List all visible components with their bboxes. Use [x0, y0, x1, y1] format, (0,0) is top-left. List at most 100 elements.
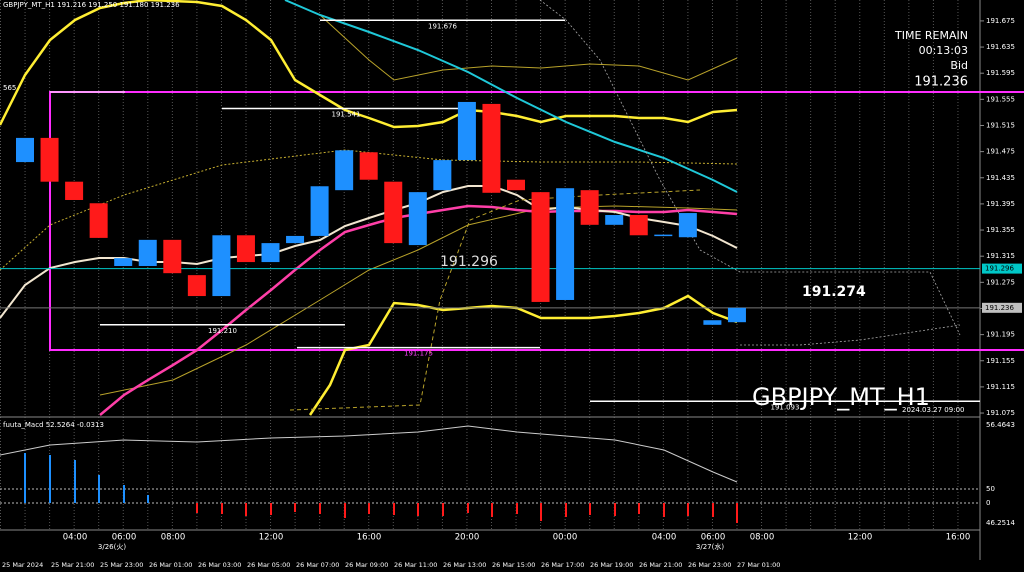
symbol-label: GBPJPY_MT_H1: [752, 383, 930, 411]
candle-body: [384, 181, 403, 244]
macd-tick-label: 50: [986, 485, 995, 493]
info-time: 00:13:03: [919, 44, 968, 57]
y-tick-label: 191.155: [986, 357, 1015, 365]
candle-body: [114, 258, 133, 266]
x-tick-label: 06:00: [112, 533, 137, 543]
x-tick-label: 26 Mar 13:00: [443, 561, 486, 569]
candle-body: [40, 137, 59, 182]
candle-body: [212, 235, 231, 297]
x-tick-label: 12:00: [848, 533, 873, 543]
level-label: 191.541: [332, 110, 361, 118]
candle-body: [605, 215, 624, 225]
price-marker-label: 191.296: [985, 265, 1014, 273]
lower-band: [308, 294, 738, 416]
x-tick-label: 06:00: [701, 533, 726, 543]
macd-title: fuuta_Macd 52.5264 -0.0313: [3, 421, 104, 429]
y-tick-label: 191.355: [986, 226, 1015, 234]
macd-histogram-up: [24, 453, 149, 503]
candle-body: [163, 239, 182, 274]
x-tick-label: 20:00: [455, 533, 480, 543]
candle-body: [531, 192, 550, 302]
dotted-band: [0, 149, 738, 271]
candle-body: [580, 190, 599, 225]
y-tick-label: 191.395: [986, 200, 1015, 208]
date-label: 3/26(火): [98, 543, 126, 551]
x-tick-label: 04:00: [652, 533, 677, 543]
y-tick-label: 191.115: [986, 383, 1015, 391]
candle-body: [433, 160, 452, 191]
x-tick-label: 12:00: [259, 533, 284, 543]
inner-band: [99, 205, 738, 396]
x-tick-label: 25 Mar 2024: [2, 561, 43, 569]
macd-histogram-down: [196, 503, 738, 523]
outer-band: [319, 14, 738, 81]
y-tick-label: 191.675: [986, 17, 1015, 25]
candle-body: [507, 179, 525, 191]
range-box: [49, 91, 1024, 351]
x-tick-label: 26 Mar 01:00: [149, 561, 192, 569]
x-tick-label: 26 Mar 17:00: [541, 561, 584, 569]
level-label: 191.676: [428, 22, 457, 30]
info-bid: 191.236: [914, 75, 968, 90]
candle-body: [236, 235, 255, 263]
candle-body: [286, 235, 305, 244]
chart-title: GBPJPY_MT_H1 191.216 191.250 191.180 191…: [3, 1, 180, 9]
time-label: 2024.03.27 09:00: [902, 406, 964, 414]
candle-body: [261, 243, 280, 263]
macd-tick-label: 46.2514: [986, 519, 1015, 527]
y-tick-label: 191.275: [986, 278, 1015, 286]
x-tick-label: 26 Mar 23:00: [688, 561, 731, 569]
y-tick-label: 191.595: [986, 69, 1015, 77]
price-marker-box: [982, 263, 1022, 274]
x-tick-label: 08:00: [750, 533, 775, 543]
x-tick-label: 00:00: [553, 533, 578, 543]
candle-body: [16, 137, 34, 163]
candle-body: [138, 239, 157, 266]
candle-body: [89, 203, 108, 238]
info-bid-label: Bid: [950, 59, 968, 72]
x-tick-label: 25 Mar 23:00: [100, 561, 143, 569]
info-title: TIME REMAIN: [894, 29, 968, 42]
y-tick-label: 191.195: [986, 331, 1015, 339]
x-tick-label: 26 Mar 21:00: [639, 561, 682, 569]
x-tick-label: 26 Mar 05:00: [247, 561, 290, 569]
candle-body: [678, 213, 697, 238]
long-average: [284, 0, 738, 193]
x-tick-label: 16:00: [357, 533, 382, 543]
left-label: 565: [3, 84, 16, 92]
price-marker-label: 191.236: [985, 304, 1014, 312]
y-tick-label: 191.435: [986, 174, 1015, 182]
macd-tick-label: 56.4643: [986, 421, 1015, 429]
y-tick-label: 191.555: [986, 95, 1015, 103]
candle-body: [703, 320, 722, 325]
candle-body: [457, 101, 476, 161]
macd-signal: [0, 425, 738, 483]
cloud-line-2: [740, 324, 961, 346]
fast-average: [0, 185, 738, 319]
price-marker-box: [982, 302, 1022, 313]
x-tick-label: 26 Mar 03:00: [198, 561, 241, 569]
x-tick-label: 26 Mar 19:00: [590, 561, 633, 569]
cloud-line: [539, 0, 961, 336]
candle-body: [408, 192, 427, 246]
candle-body: [556, 188, 575, 300]
candle-body: [629, 215, 648, 236]
candle-body: [335, 150, 354, 191]
candle-body: [187, 275, 206, 297]
candle-body: [482, 103, 501, 193]
level-label: 191.093: [771, 403, 800, 411]
level-label: 191.175: [404, 350, 433, 358]
candle-body: [65, 181, 84, 200]
candle-body: [310, 186, 329, 236]
candle-body: [359, 152, 378, 180]
y-tick-label: 191.515: [986, 121, 1015, 129]
x-tick-label: 04:00: [63, 533, 88, 543]
annotation: 191.274: [802, 284, 866, 300]
upper-band: [0, 0, 738, 129]
x-tick-label: 27 Mar 01:00: [737, 561, 780, 569]
y-tick-label: 191.635: [986, 43, 1015, 51]
y-tick-label: 191.315: [986, 252, 1015, 260]
x-tick-label: 26 Mar 07:00: [296, 561, 339, 569]
annotation: 191.296: [440, 254, 498, 270]
